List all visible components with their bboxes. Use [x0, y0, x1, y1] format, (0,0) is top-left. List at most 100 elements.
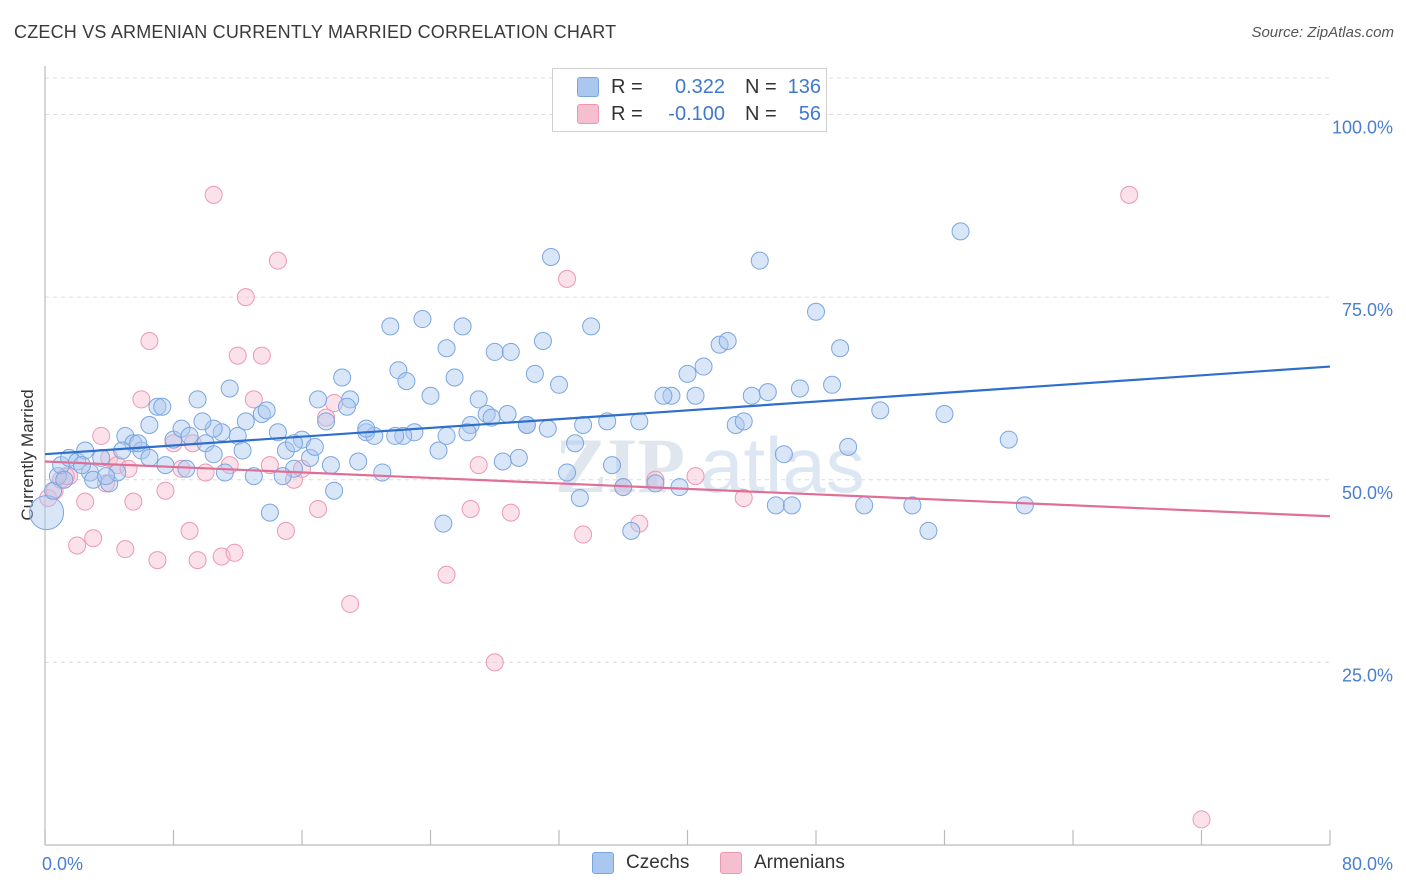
czech-point — [148, 397, 167, 416]
czech-point — [284, 434, 303, 453]
czech-point — [236, 412, 255, 431]
armenian-point — [228, 346, 247, 365]
armenian-point — [92, 426, 111, 445]
czech-point — [413, 310, 432, 329]
czech-point — [790, 379, 809, 398]
armenian-point — [244, 390, 263, 409]
czech-point — [622, 521, 641, 540]
bottom-legend-armenians: Armenians — [720, 852, 845, 874]
czech-point — [903, 496, 922, 515]
armenian-point — [469, 456, 488, 475]
czech-point — [156, 456, 175, 475]
armenian-point — [485, 653, 504, 672]
czech-point — [654, 386, 673, 405]
czech-point — [357, 419, 376, 438]
armenian-point — [196, 463, 215, 482]
armenian-point — [225, 543, 244, 562]
czech-point — [305, 437, 324, 456]
czech-point — [429, 441, 448, 460]
czech-point — [670, 478, 689, 497]
r-label: R = — [611, 75, 643, 98]
armenians-trend-line — [44, 460, 1331, 518]
czech-point — [558, 463, 577, 482]
czech-point — [485, 342, 504, 361]
axes — [44, 66, 1331, 846]
czech-point — [301, 448, 320, 467]
x-tick-labels: 0.0% 80.0% — [42, 854, 1393, 874]
czech-point — [204, 419, 223, 438]
czech-point — [244, 467, 263, 486]
chart-title: CZECH VS ARMENIAN CURRENTLY MARRIED CORR… — [14, 22, 617, 42]
armenian-point — [437, 565, 456, 584]
y-tick-labels: 25.0% 50.0% 75.0% 100.0% — [1332, 118, 1393, 686]
czech-point — [855, 496, 874, 515]
czech-point — [153, 397, 172, 416]
czech-point — [758, 383, 777, 402]
armenians-label: Armenians — [754, 852, 845, 873]
czech-point — [550, 375, 568, 394]
czech-point — [766, 496, 785, 515]
czech-point — [437, 426, 456, 445]
czech-point — [570, 489, 589, 508]
czech-point — [678, 364, 697, 383]
czech-point — [252, 405, 271, 424]
armenian-point — [461, 499, 480, 518]
czech-point — [871, 401, 890, 420]
armenian-point — [116, 540, 135, 559]
czech-point — [97, 467, 116, 486]
czech-point — [718, 331, 737, 350]
bottom-legend-czechs: Czechs — [592, 852, 689, 874]
czech-point — [140, 415, 159, 434]
armenian-point — [84, 529, 103, 548]
armenian-point — [1120, 185, 1139, 204]
czech-point — [919, 521, 938, 540]
armenian-point — [236, 288, 255, 307]
czech-point — [782, 496, 801, 515]
czech-point — [349, 452, 368, 471]
source-credit: Source: ZipAtlas.com — [1251, 24, 1394, 41]
czech-point — [509, 448, 528, 467]
czech-point — [538, 419, 557, 438]
czech-point — [823, 375, 842, 394]
czech-point — [839, 437, 858, 456]
y-tick-label: 75.0% — [1342, 300, 1393, 320]
n-value: 56 — [798, 102, 821, 125]
czech-point — [603, 456, 622, 475]
armenian-point — [124, 492, 143, 511]
czech-point — [525, 364, 544, 383]
n-label: N = — [745, 75, 777, 98]
y-tick-label: 100.0% — [1332, 118, 1393, 138]
czech-point — [373, 463, 392, 482]
x-tick-label: 80.0% — [1342, 854, 1393, 874]
czech-point — [233, 441, 252, 460]
n-label: N = — [745, 102, 777, 125]
czech-point — [533, 331, 552, 350]
armenians-swatch — [720, 852, 742, 874]
czech-point — [309, 390, 328, 409]
czech-point — [694, 357, 713, 376]
czech-point — [831, 339, 850, 358]
czech-point — [951, 222, 970, 241]
czech-point — [260, 503, 279, 522]
czech-point — [501, 342, 520, 361]
armenian-point — [188, 551, 207, 570]
czech-point — [188, 390, 207, 409]
armenian-point — [574, 525, 593, 544]
armenian-point — [686, 467, 705, 486]
armenian-point — [204, 185, 223, 204]
czech-point — [381, 317, 400, 336]
czech-point — [774, 445, 793, 464]
czech-point — [477, 405, 496, 424]
y-tick-label: 25.0% — [1342, 665, 1393, 685]
czech-point — [333, 368, 352, 387]
czechs-points — [29, 222, 1034, 540]
armenian-point — [268, 251, 287, 270]
czech-point — [646, 474, 665, 493]
czech-point — [325, 481, 344, 500]
czech-point — [498, 405, 517, 424]
r-value: -0.100 — [668, 102, 725, 125]
czech-point — [445, 368, 464, 387]
czech-point — [29, 495, 65, 531]
czech-point — [935, 405, 954, 424]
czech-point — [469, 390, 488, 409]
